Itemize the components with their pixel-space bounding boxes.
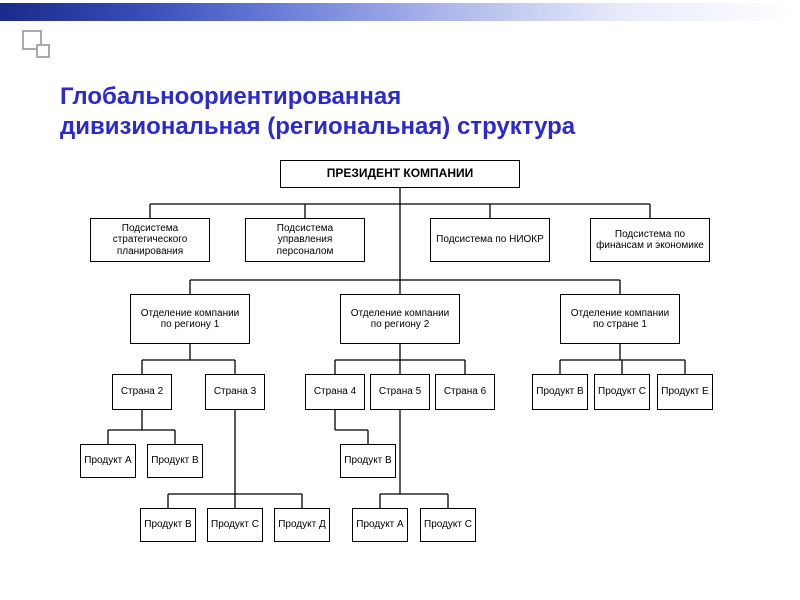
node-label: Продукт С bbox=[598, 386, 646, 398]
node-subsystem: Подсистема по финансам и экономике bbox=[590, 218, 710, 262]
node-root: ПРЕЗИДЕНТ КОМПАНИИ bbox=[280, 160, 520, 188]
node-product: Продукт В bbox=[532, 374, 588, 410]
node-label: Продукт Е bbox=[661, 386, 708, 398]
node-product: Продукт В bbox=[147, 444, 203, 478]
node-label: Подсистема по финансам и экономике bbox=[594, 229, 706, 252]
node-product: Продукт С bbox=[594, 374, 650, 410]
node-label: Подсистема стратегического планирования bbox=[94, 223, 206, 258]
node-label: Страна 3 bbox=[214, 386, 256, 398]
title-line: Глобальноориентированная bbox=[60, 83, 401, 110]
node-label: Продукт С bbox=[424, 519, 472, 531]
node-label: Страна 2 bbox=[121, 386, 163, 398]
node-product: Продукт Е bbox=[657, 374, 713, 410]
node-division: Отделение компании по региону 1 bbox=[130, 294, 250, 344]
node-label: Подсистема управления персоналом bbox=[249, 223, 361, 258]
node-subsystem: Подсистема управления персоналом bbox=[245, 218, 365, 262]
square-icon bbox=[36, 44, 50, 58]
node-product: Продукт С bbox=[420, 508, 476, 542]
title-line: дивизиональная (региональная) структура bbox=[60, 113, 575, 140]
node-label: Отделение компании по региону 2 bbox=[344, 308, 456, 331]
node-product: Продукт В bbox=[140, 508, 196, 542]
node-product: Продукт Д bbox=[274, 508, 330, 542]
node-label: Продукт А bbox=[84, 455, 131, 467]
node-product: Продукт А bbox=[80, 444, 136, 478]
node-label: Продукт В bbox=[344, 455, 391, 467]
node-label: Продукт В bbox=[151, 455, 198, 467]
page-title: Глобальноориентированная дивизиональная … bbox=[60, 82, 760, 142]
node-country: Страна 4 bbox=[305, 374, 365, 410]
node-subsystem: Подсистема по НИОКР bbox=[430, 218, 550, 262]
node-country: Страна 6 bbox=[435, 374, 495, 410]
node-label: Продукт Д bbox=[278, 519, 326, 531]
node-division: Отделение компании по стране 1 bbox=[560, 294, 680, 344]
node-label: Продукт С bbox=[211, 519, 259, 531]
node-label: Страна 5 bbox=[379, 386, 421, 398]
node-label: Продукт В bbox=[144, 519, 191, 531]
node-subsystem: Подсистема стратегического планирования bbox=[90, 218, 210, 262]
node-country: Страна 2 bbox=[112, 374, 172, 410]
node-label: Продукт В bbox=[536, 386, 583, 398]
org-chart: ПРЕЗИДЕНТ КОМПАНИИ Подсистема стратегиче… bbox=[50, 160, 750, 580]
grad-seg bbox=[0, 3, 800, 21]
node-country: Страна 3 bbox=[205, 374, 265, 410]
node-product: Продукт А bbox=[352, 508, 408, 542]
header-gradient-bar bbox=[0, 0, 800, 24]
node-division: Отделение компании по региону 2 bbox=[340, 294, 460, 344]
node-label: Страна 6 bbox=[444, 386, 486, 398]
node-label: Отделение компании по стране 1 bbox=[564, 308, 676, 331]
node-label: Продукт А bbox=[356, 519, 403, 531]
node-label: Подсистема по НИОКР bbox=[436, 234, 544, 246]
node-product: Продукт С bbox=[207, 508, 263, 542]
node-product: Продукт В bbox=[340, 444, 396, 478]
node-country: Страна 5 bbox=[370, 374, 430, 410]
node-label: ПРЕЗИДЕНТ КОМПАНИИ bbox=[327, 167, 474, 181]
node-label: Страна 4 bbox=[314, 386, 356, 398]
node-label: Отделение компании по региону 1 bbox=[134, 308, 246, 331]
